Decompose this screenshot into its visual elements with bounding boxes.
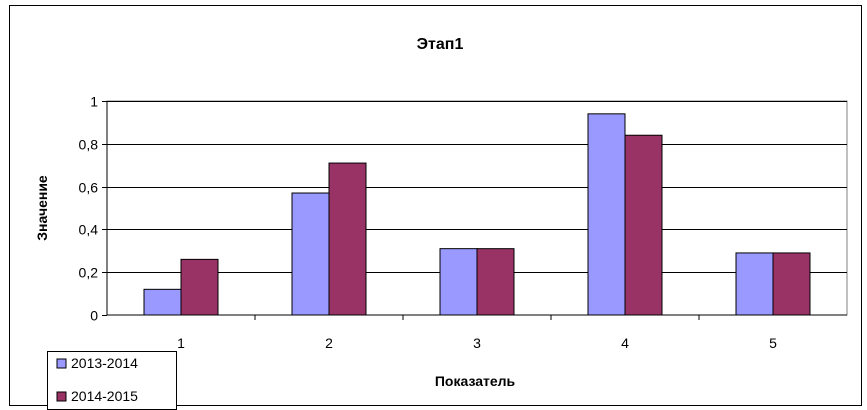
x-axis-ticks: 1 2 3 4 5 <box>177 315 777 351</box>
bars <box>143 113 811 316</box>
legend-label-2013-2014: 2013-2014 <box>71 355 138 371</box>
y-tick-label-2: 0,4 <box>79 222 99 238</box>
gridlines <box>107 101 847 273</box>
bar-2014-2015-cat-5 <box>772 252 811 316</box>
y-tick-label-3: 0,6 <box>79 180 99 196</box>
chart-title: Этап1 <box>417 36 464 53</box>
x-axis-title: Показатель <box>435 373 516 389</box>
x-tick-label-5: 5 <box>769 335 777 351</box>
y-axis-ticks: 0 0,2 0,4 0,6 0,8 1 <box>79 94 107 324</box>
bar-2013-2014-cat-4 <box>587 113 626 316</box>
bar-2014-2015-cat-2 <box>328 162 367 316</box>
bar-2013-2014-cat-1 <box>143 288 182 316</box>
bar-2013-2014-cat-2 <box>291 192 330 316</box>
legend-swatch-2014-2015 <box>56 391 67 402</box>
y-tick-label-1: 0,2 <box>79 265 99 281</box>
x-tick-label-1: 1 <box>177 335 185 351</box>
legend-swatch-2013-2014 <box>56 358 67 369</box>
bar-2013-2014-cat-3 <box>439 248 478 316</box>
legend: 2013-2014 2014-2015 <box>47 351 177 410</box>
bar-2014-2015-cat-1 <box>180 258 219 316</box>
x-tick-label-2: 2 <box>325 335 333 351</box>
bar-2014-2015-cat-4 <box>624 134 663 316</box>
y-tick-label-0: 0 <box>90 308 98 324</box>
legend-label-2014-2015: 2014-2015 <box>71 388 138 404</box>
legend-box <box>47 351 177 410</box>
bar-2014-2015-cat-3 <box>476 248 515 316</box>
y-tick-label-5: 1 <box>90 94 98 110</box>
x-tick-label-4: 4 <box>621 335 629 351</box>
y-axis-title: Значение <box>34 175 50 241</box>
y-tick-label-4: 0,8 <box>79 137 99 153</box>
bar-2013-2014-cat-5 <box>735 252 774 316</box>
x-tick-label-3: 3 <box>473 335 481 351</box>
